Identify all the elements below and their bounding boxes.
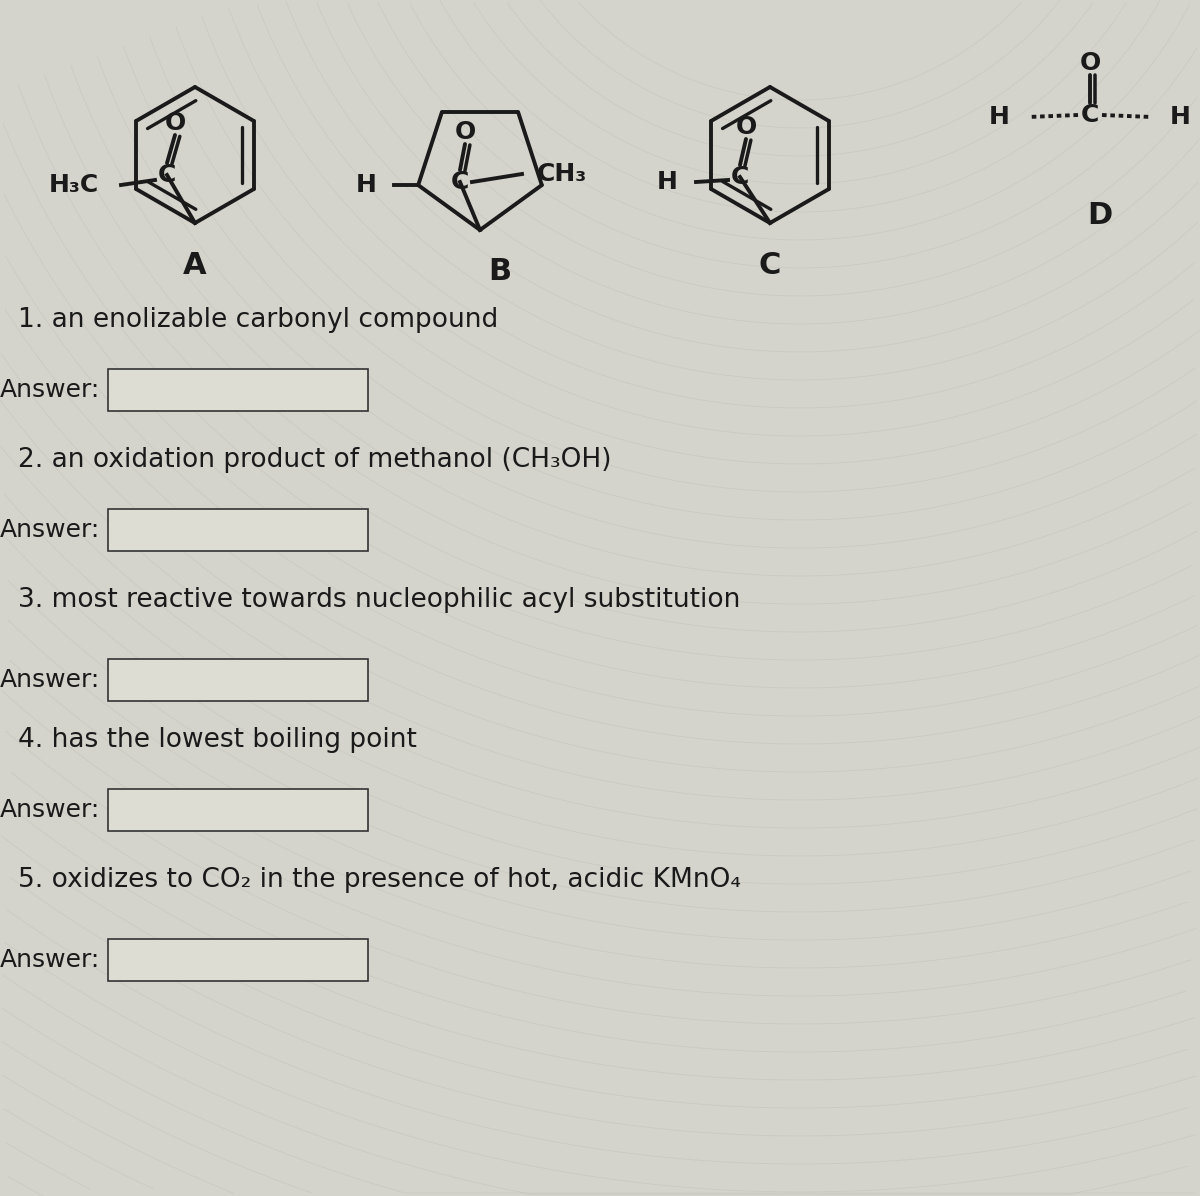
Text: O: O <box>1079 51 1100 75</box>
Text: CH₃: CH₃ <box>538 161 587 187</box>
Text: H: H <box>1170 105 1190 129</box>
Text: H: H <box>989 105 1010 129</box>
Text: Answer:: Answer: <box>0 798 100 822</box>
Text: B: B <box>488 257 511 287</box>
Text: D: D <box>1087 201 1112 230</box>
FancyBboxPatch shape <box>108 789 368 831</box>
Text: H: H <box>355 173 376 197</box>
Text: A: A <box>184 250 206 280</box>
Text: O: O <box>736 115 757 139</box>
Text: 3. most reactive towards nucleophilic acyl substitution: 3. most reactive towards nucleophilic ac… <box>18 587 740 614</box>
FancyBboxPatch shape <box>108 370 368 411</box>
FancyBboxPatch shape <box>108 939 368 981</box>
Text: 2. an oxidation product of methanol (CH₃OH): 2. an oxidation product of methanol (CH₃… <box>18 447 612 472</box>
Text: C: C <box>758 250 781 280</box>
Text: O: O <box>455 120 475 144</box>
Text: C: C <box>731 165 749 189</box>
Text: H₃C: H₃C <box>49 173 98 197</box>
Text: 4. has the lowest boiling point: 4. has the lowest boiling point <box>18 727 416 753</box>
Text: Answer:: Answer: <box>0 518 100 542</box>
Text: Answer:: Answer: <box>0 669 100 692</box>
Text: Answer:: Answer: <box>0 948 100 972</box>
Text: Answer:: Answer: <box>0 378 100 402</box>
Text: H: H <box>658 170 678 194</box>
Text: 1. an enolizable carbonyl compound: 1. an enolizable carbonyl compound <box>18 307 498 332</box>
Text: O: O <box>164 111 186 135</box>
Text: C: C <box>1081 103 1099 127</box>
Text: 5. oxidizes to CO₂ in the presence of hot, acidic KMnO₄: 5. oxidizes to CO₂ in the presence of ho… <box>18 867 742 893</box>
FancyBboxPatch shape <box>108 509 368 551</box>
Text: C: C <box>158 163 176 187</box>
Text: C: C <box>451 170 469 194</box>
FancyBboxPatch shape <box>108 659 368 701</box>
